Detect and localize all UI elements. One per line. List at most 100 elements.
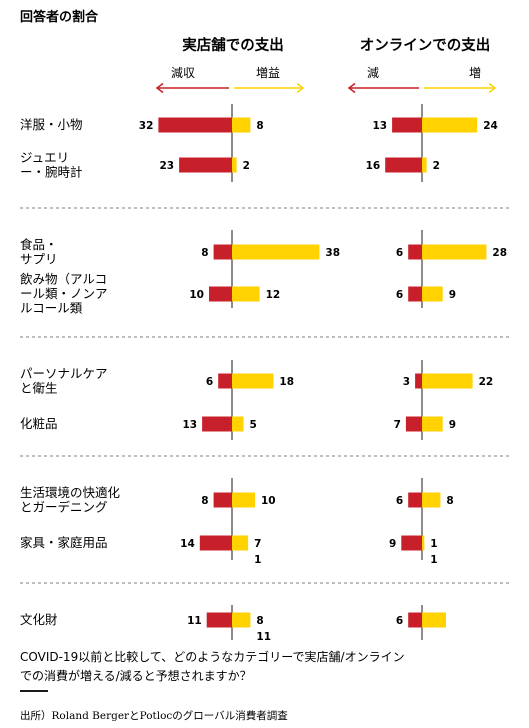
store-increase-bar [232, 612, 251, 628]
store-increase-value: 18 [279, 376, 294, 388]
online-direction-legend: 減 増 [367, 65, 481, 80]
question-line-2: での消費が増える/減ると予想されますか？ [20, 668, 252, 683]
online-decrease-value: 6 [396, 247, 403, 259]
store-increase-bar [232, 492, 255, 508]
store-decrease-value: 6 [206, 376, 213, 388]
store-decrease-bar [206, 612, 232, 628]
store-decrease-bar [218, 373, 232, 389]
online-increase-value: 9 [449, 419, 456, 431]
online-panel-heading: オンラインでの支出 [360, 36, 491, 54]
online-increase-value: 22 [479, 376, 494, 388]
online-decrease-bar [408, 286, 422, 302]
online-increase-arrow [424, 82, 497, 94]
category-label: ジュエリ [20, 150, 69, 165]
category-label: とガーデニング [20, 499, 108, 514]
online-increase-value: 9 [449, 289, 456, 301]
store-decrease-value: 10 [189, 289, 204, 301]
online-decrease-value: 6 [396, 495, 403, 507]
footer-rule [20, 690, 48, 692]
online-increase-bar [422, 244, 487, 260]
online-increase-bar [422, 492, 441, 508]
online-decrease-value: 6 [396, 289, 403, 301]
store-decrease-bar [209, 286, 232, 302]
store-increase-value: 8 [256, 615, 263, 627]
online-increase-bar [422, 416, 443, 432]
store-increase-value: 10 [261, 495, 276, 507]
store-increase-label: 増益 [256, 66, 280, 80]
online-increase-bar [422, 612, 446, 628]
store-increase-bar [232, 373, 274, 389]
store-increase-value: 38 [325, 247, 340, 259]
online-decrease-value: 9 [389, 538, 396, 550]
category-label: サプリ [20, 251, 58, 266]
online-increase-bar [422, 157, 427, 173]
store-increase-value: 7 [254, 538, 261, 550]
category-label: 洋服・小物 [20, 117, 83, 132]
store-decrease-arrow [155, 82, 229, 94]
store-decrease-value: 13 [182, 419, 197, 431]
category-label: 文化財 [20, 612, 58, 627]
store-decrease-bar [213, 244, 232, 260]
store-increase-bar [232, 244, 320, 260]
online-decrease-value: 16 [366, 160, 381, 172]
category-label: 飲み物（アルコ [20, 272, 107, 287]
online-increase-value: 1 [430, 538, 437, 550]
online-increase-value: 2 [433, 160, 440, 172]
store-extra-value: 11 [256, 631, 271, 643]
store-increase-value: 2 [243, 160, 250, 172]
category-label: ール類・ノンア [20, 286, 108, 301]
online-decrease-value: 6 [396, 615, 403, 627]
store-decrease-value: 23 [159, 160, 174, 172]
category-label: 食品・ [20, 237, 58, 252]
category-label: 化粧品 [20, 416, 58, 431]
online-decrease-bar [408, 492, 422, 508]
category-label: ー・腕時計 [20, 164, 83, 179]
store-decrease-value: 11 [187, 615, 202, 627]
chart-title: 回答者の割合 [20, 9, 99, 25]
online-extra-value: 1 [430, 554, 437, 566]
online-increase-bar [422, 373, 473, 389]
store-increase-bar [232, 286, 260, 302]
online-increase-label: 増 [469, 66, 481, 80]
online-decrease-bar [392, 117, 422, 133]
online-decrease-bar [401, 535, 422, 551]
store-decrease-bar [158, 117, 232, 133]
store-increase-bar [232, 416, 244, 432]
store-decrease-value: 8 [201, 495, 208, 507]
store-decrease-value: 14 [180, 538, 195, 550]
online-increase-value: 8 [446, 495, 453, 507]
online-increase-bar [422, 286, 443, 302]
store-increase-bar [232, 535, 249, 551]
online-decrease-bar [408, 612, 422, 628]
online-decrease-bar [408, 244, 422, 260]
online-decrease-bar [385, 157, 422, 173]
store-increase-arrow [234, 82, 305, 94]
store-increase-value: 12 [266, 289, 281, 301]
store-decrease-value: 8 [201, 247, 208, 259]
question-line-1: COVID-19以前と比較して、どのようなカテゴリーで実店舗/オンライン [20, 649, 405, 664]
store-increase-bar [232, 157, 237, 173]
store-increase-bar [232, 117, 251, 133]
store-increase-value: 5 [250, 419, 257, 431]
online-increase-value: 28 [492, 247, 507, 259]
store-direction-legend: 減収 増益 [171, 65, 280, 80]
store-panel-heading: 実店舗での支出 [182, 36, 284, 54]
online-increase-value: 24 [483, 120, 498, 132]
online-decrease-value: 13 [372, 120, 387, 132]
store-decrease-bar [213, 492, 232, 508]
category-label: 家具・家庭用品 [20, 535, 108, 550]
category-label: ルコール類 [20, 301, 83, 316]
store-decrease-bar [202, 416, 232, 432]
category-label: パーソナルケア [20, 366, 108, 381]
category-label: と衛生 [20, 380, 58, 395]
online-increase-bar [422, 535, 425, 551]
online-decrease-arrow [347, 82, 419, 94]
online-decrease-value: 3 [403, 376, 410, 388]
store-extra-value: 1 [254, 554, 261, 566]
online-decrease-bar [405, 416, 422, 432]
source-note: 出所）Roland BergerとPotlocのグローバル消費者調査 [20, 709, 288, 722]
online-increase-bar [422, 117, 478, 133]
category-label: 生活環境の快適化 [20, 485, 121, 500]
